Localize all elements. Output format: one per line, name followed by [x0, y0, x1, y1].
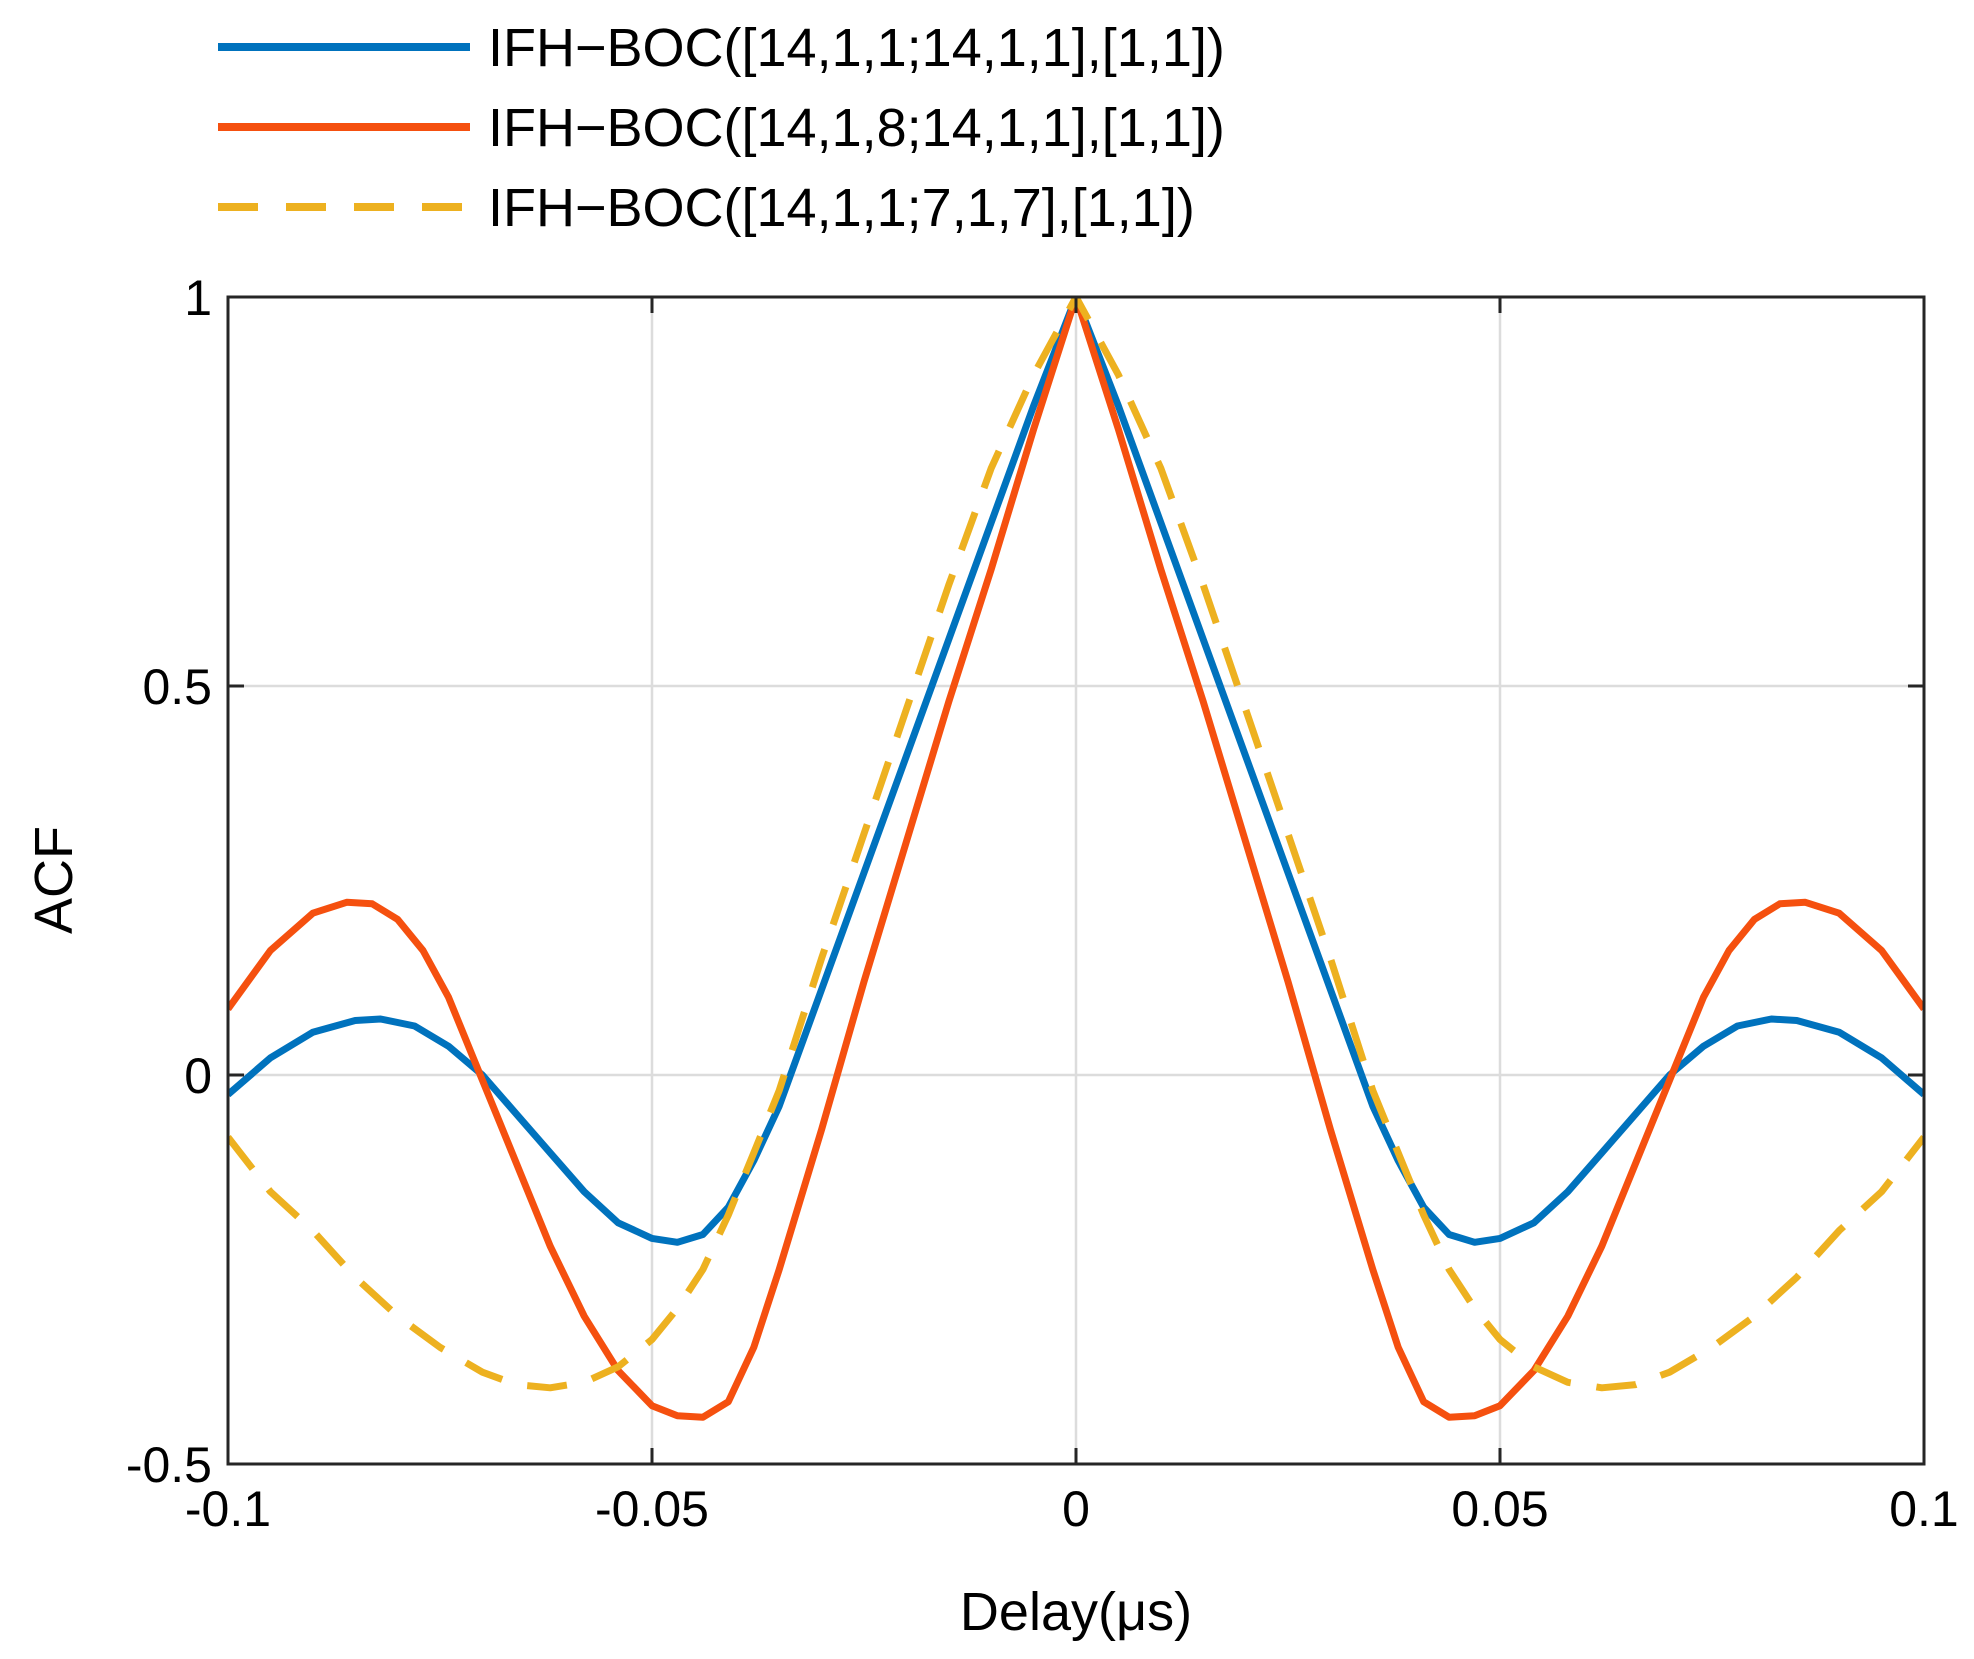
axis-ticks	[226, 295, 1926, 1466]
x-tick-label: -0.05	[595, 1481, 709, 1537]
legend-label-3: IFH−BOC([14,1,1;7,1,7],[1,1])	[488, 178, 1195, 238]
series-line-1	[228, 297, 1924, 1246]
y-tick-label: 0	[184, 1048, 212, 1104]
legend-label-2: IFH−BOC([14,1,8;14,1,1],[1,1])	[488, 98, 1225, 158]
x-axis-title: Delay(μs)	[960, 1582, 1192, 1642]
x-tick-label: 0	[1062, 1481, 1090, 1537]
legend: IFH−BOC([14,1,1;14,1,1],[1,1]) IFH−BOC([1…	[218, 18, 1225, 238]
y-tick-label: 1	[184, 270, 212, 326]
x-tick-label: 0.05	[1451, 1481, 1548, 1537]
y-axis-title: ACF	[24, 826, 84, 934]
y-tick-label: 0.5	[142, 659, 212, 715]
x-tick-label: -0.1	[185, 1481, 271, 1537]
grid-lines	[228, 297, 1924, 1464]
y-tick-label: -0.5	[126, 1437, 212, 1493]
series-line-2	[228, 297, 1924, 1421]
tick-labels: -0.1 -0.05 0 0.05 0.1 -0.5 0 0.5 1	[126, 270, 1959, 1537]
x-tick-label: 0.1	[1889, 1481, 1959, 1537]
legend-label-1: IFH−BOC([14,1,1;14,1,1],[1,1])	[488, 18, 1225, 78]
series-line-3	[228, 297, 1924, 1392]
series-layer	[228, 297, 1924, 1421]
